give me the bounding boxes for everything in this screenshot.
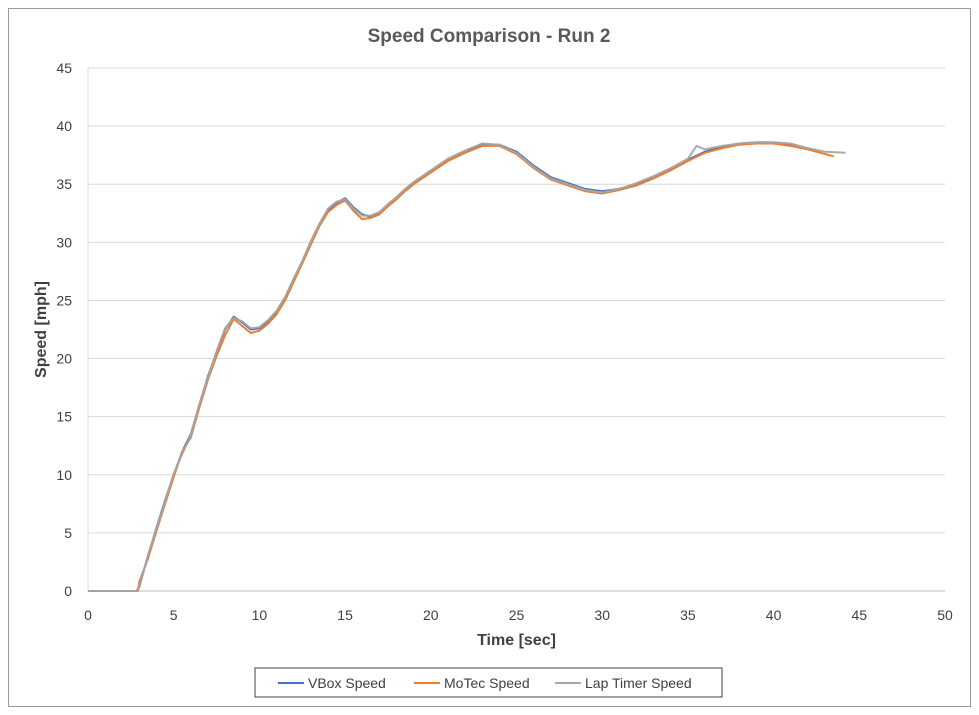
y-tick-label: 35 (56, 176, 72, 192)
x-tick-label: 5 (170, 607, 178, 623)
y-tick-label: 40 (56, 118, 72, 134)
y-tick-label: 25 (56, 292, 72, 308)
y-tick-label: 10 (56, 467, 72, 483)
x-tick-label: 45 (852, 607, 868, 623)
series-line-lap-timer-speed (88, 141, 846, 592)
series-line-vbox-speed (88, 141, 817, 592)
x-tick-label: 50 (937, 607, 953, 623)
chart-title: Speed Comparison - Run 2 (368, 26, 611, 47)
y-axis-label: Speed [mph] (33, 281, 50, 378)
x-tick-label: 20 (423, 607, 439, 623)
grid-lines (87, 67, 945, 592)
y-tick-label: 5 (64, 525, 72, 541)
x-tick-label: 0 (84, 607, 92, 623)
y-tick-label: 45 (56, 60, 72, 76)
chart-legend: VBox Speed MoTec Speed Lap Timer Speed (254, 667, 723, 698)
x-tick-label: 15 (337, 607, 353, 623)
x-axis-label: Time [sec] (477, 632, 556, 649)
y-tick-label: 30 (56, 234, 72, 250)
y-tick-label: 15 (56, 409, 72, 425)
x-tick-label: 25 (509, 607, 525, 623)
series-line-motec-speed (88, 142, 834, 592)
x-tick-label: 10 (252, 607, 268, 623)
x-axis-ticks: 0 5 10 15 20 25 30 35 40 45 50 (84, 607, 953, 623)
y-axis-ticks: 0 5 10 15 20 25 30 35 40 45 (56, 60, 72, 599)
legend-box (254, 667, 723, 698)
x-tick-label: 35 (680, 607, 696, 623)
x-tick-label: 30 (594, 607, 610, 623)
legend-label-motec-speed: MoTec Speed (444, 675, 530, 691)
x-tick-label: 40 (766, 607, 782, 623)
legend-label-lap-timer-speed: Lap Timer Speed (585, 675, 692, 691)
y-tick-label: 0 (64, 583, 72, 599)
y-tick-label: 20 (56, 351, 72, 367)
series-lines (88, 141, 846, 592)
legend-label-vbox-speed: VBox Speed (308, 675, 386, 691)
